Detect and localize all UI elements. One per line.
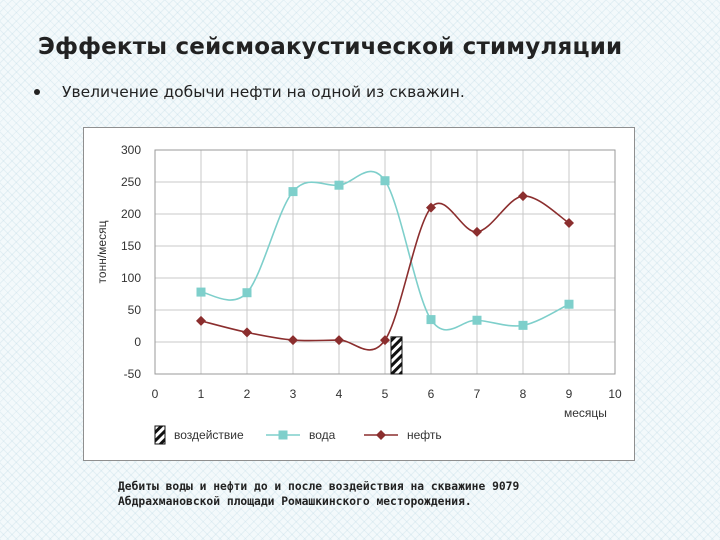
- plot-frame: [154, 149, 616, 375]
- data-point-water: [472, 315, 482, 325]
- x-tick-label: 8: [520, 387, 527, 401]
- data-point-oil: [564, 217, 574, 228]
- x-tick-label: 0: [152, 387, 159, 401]
- y-tick-label: 300: [121, 143, 141, 157]
- data-point-water: [564, 299, 574, 309]
- y-tick-label: 50: [128, 303, 142, 317]
- y-axis-title: тонн/месяц: [95, 220, 109, 283]
- data-point-water: [518, 320, 528, 330]
- bullet-item: Увеличение добычи нефти на одной из сква…: [34, 83, 465, 101]
- intervention-bar: [390, 336, 403, 375]
- data-point-water: [196, 287, 206, 297]
- bullet-icon: [34, 89, 40, 95]
- data-point-water: [242, 288, 252, 298]
- legend-label-water: вода: [309, 428, 336, 442]
- data-point-water: [380, 176, 390, 186]
- y-tick-label: -50: [124, 367, 142, 381]
- caption-line-1: Дебиты воды и нефти до и после воздейств…: [118, 480, 520, 493]
- data-point-oil: [426, 202, 436, 213]
- bullet-text: Увеличение добычи нефти на одной из сква…: [62, 83, 465, 101]
- data-point-oil: [334, 335, 344, 346]
- x-axis-title: месяцы: [564, 406, 607, 420]
- data-point-water: [334, 180, 344, 190]
- x-tick-label: 5: [382, 387, 389, 401]
- figure-caption: Дебиты воды и нефти до и после воздейств…: [118, 479, 638, 509]
- data-point-oil: [242, 327, 252, 338]
- x-tick-label: 2: [244, 387, 251, 401]
- legend-marker-water: [278, 430, 288, 440]
- series-line-oil: [200, 195, 570, 351]
- y-tick-label: 150: [121, 239, 141, 253]
- legend-marker-intervention: [154, 425, 166, 445]
- y-tick-label: 0: [134, 335, 141, 349]
- data-point-oil: [472, 226, 482, 237]
- data-point-oil: [518, 191, 528, 202]
- y-tick-label: 250: [121, 175, 141, 189]
- chart-container: 300 250 200 150 100 50 0 -50 0 1 2 3 4 5 6 7 8 9 10 месяцы т…: [83, 127, 635, 461]
- legend-label-oil: нефть: [407, 428, 442, 442]
- x-tick-label: 7: [474, 387, 481, 401]
- x-tick-label: 6: [428, 387, 435, 401]
- x-tick-label: 10: [608, 387, 622, 401]
- data-point-oil: [288, 335, 298, 346]
- slide-title: Эффекты сейсмоакустической стимуляции: [38, 34, 623, 60]
- data-point-oil: [380, 335, 390, 346]
- x-tick-label: 4: [336, 387, 343, 401]
- data-point-water: [288, 187, 298, 197]
- caption-line-2: Абдрахмановской площади Ромашкинского ме…: [118, 495, 472, 508]
- x-tick-label: 3: [290, 387, 297, 401]
- x-tick-label: 1: [198, 387, 205, 401]
- y-tick-label: 100: [121, 271, 141, 285]
- data-point-water: [426, 315, 436, 325]
- legend-marker-oil: [376, 430, 386, 440]
- y-tick-label: 200: [121, 207, 141, 221]
- legend-label-intervention: воздействие: [174, 428, 244, 442]
- x-tick-label: 9: [566, 387, 573, 401]
- data-point-oil: [196, 315, 206, 326]
